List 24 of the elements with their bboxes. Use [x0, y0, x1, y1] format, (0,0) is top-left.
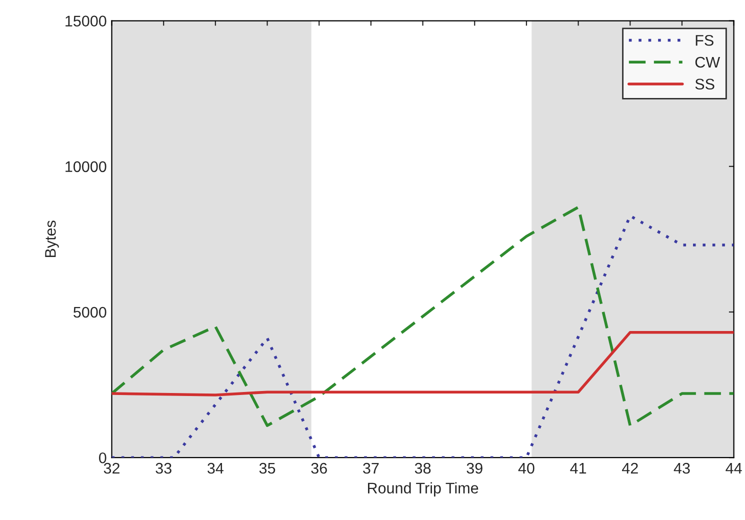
- x-tick-label: 43: [674, 462, 690, 474]
- x-tick-label: 42: [622, 462, 638, 474]
- x-tick-label: 37: [363, 462, 379, 474]
- y-axis-title: Bytes: [45, 220, 59, 258]
- legend-label: SS: [695, 78, 714, 90]
- x-tick-label: 33: [156, 462, 172, 474]
- line-series: [112, 330, 734, 396]
- x-axis-title: Round Trip Time: [368, 482, 478, 496]
- x-tick-label: 36: [311, 462, 327, 474]
- legend-label: FS: [696, 34, 714, 46]
- y-tick-label: 5000: [74, 306, 106, 318]
- y-tick-label: 15000: [66, 16, 106, 26]
- line-series: [112, 206, 734, 427]
- x-tick-label: 41: [570, 463, 586, 474]
- x-tick-label: 40: [518, 462, 534, 474]
- x-tick-label: 35: [259, 462, 276, 474]
- x-tick-label: 44: [726, 463, 742, 474]
- x-tick-label: 32: [104, 462, 120, 474]
- y-tick-label: 0: [98, 452, 106, 464]
- legend-label: CW: [695, 56, 720, 68]
- x-tick-label: 34: [208, 462, 224, 474]
- y-tick-label: 10000: [66, 161, 106, 172]
- x-tick-label: 38: [414, 462, 431, 474]
- x-tick-label: 39: [466, 462, 482, 474]
